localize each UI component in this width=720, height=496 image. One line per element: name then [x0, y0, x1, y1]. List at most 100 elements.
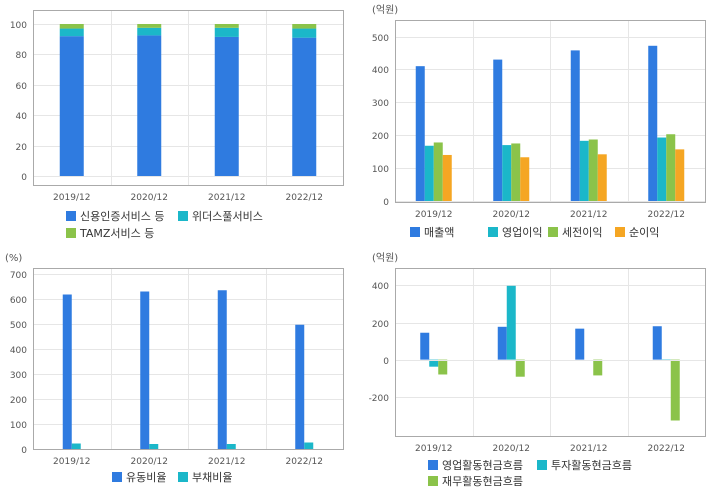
y-tick-label: 100: [372, 165, 389, 175]
y-tick-label: -200: [369, 394, 390, 404]
bar-3: [292, 24, 317, 29]
legend-label: 영업이익: [502, 226, 542, 239]
bar-2: [502, 145, 512, 201]
legend-label: 순이익: [629, 226, 659, 239]
legend-swatch: [428, 460, 438, 470]
bar-2: [506, 285, 516, 360]
legend-swatch: [537, 460, 547, 470]
legend-label: 위더스풀서비스: [192, 210, 263, 223]
x-tick-label: 2022/12: [286, 193, 323, 203]
x-tick-label: 2019/12: [415, 210, 452, 220]
legend-label: 재무활동현금흐름: [442, 474, 523, 488]
plot-frame: [395, 20, 706, 203]
y-tick-label: 700: [10, 271, 27, 281]
x-tick-label: 2021/12: [208, 193, 245, 203]
y-tick-label: 400: [10, 346, 27, 356]
bar-4: [520, 157, 530, 201]
y-tick-label: 0: [21, 173, 27, 183]
legend-swatch: [112, 472, 122, 482]
bar-1: [295, 324, 305, 449]
legend-swatch: [410, 227, 420, 237]
bar-2: [71, 443, 81, 449]
bar-2: [292, 28, 317, 38]
legend-label: 영업활동현금흐름: [442, 458, 523, 472]
bar-1: [570, 50, 580, 202]
y-tick-label: 500: [10, 321, 27, 331]
y-tick-label: 100: [10, 21, 27, 31]
bar-3: [59, 24, 84, 29]
unit-label: (억원): [372, 4, 398, 16]
bar-3: [438, 359, 448, 375]
legend-swatch: [178, 472, 188, 482]
y-tick-label: 200: [372, 320, 389, 330]
legend-label: 투자활동현금흐름: [551, 458, 632, 472]
bar-2: [429, 359, 439, 367]
bar-2: [579, 140, 589, 201]
y-tick-label: 0: [21, 446, 27, 456]
bar-1: [652, 326, 662, 360]
plot-frame: [395, 268, 706, 437]
y-tick-label: 600: [10, 296, 27, 306]
bar-1: [415, 66, 425, 201]
bar-3: [137, 24, 162, 28]
x-tick-label: 2021/12: [570, 210, 607, 220]
bar-1: [62, 294, 72, 449]
bar-3: [666, 134, 676, 201]
y-tick-label: 0: [383, 357, 389, 367]
bar-2: [304, 442, 314, 449]
bar-2: [424, 145, 434, 201]
bar-3: [214, 24, 239, 28]
legend-swatch: [178, 211, 188, 221]
cash-flow-chart: -200 0 200 400 (억원) 2019/12 2020/12 2021/12 2022…: [369, 252, 706, 488]
y-tick-label: 300: [372, 99, 389, 109]
y-tick-label: 200: [10, 396, 27, 406]
bar-1: [140, 291, 150, 449]
bar-3: [588, 139, 598, 201]
x-tick-label: 2020/12: [131, 193, 168, 203]
bar-4: [442, 154, 452, 201]
legend-swatch: [66, 211, 76, 221]
x-tick-label: 2020/12: [493, 210, 530, 220]
legend-label: 매출액: [424, 226, 454, 239]
bar-2: [661, 359, 671, 361]
y-tick-label: 40: [16, 112, 28, 122]
legend-label: 부채비율: [192, 471, 232, 484]
plot-frame: [33, 268, 344, 450]
x-tick-label: 2022/12: [286, 457, 323, 467]
bar-3: [593, 359, 603, 376]
unit-label: (억원): [372, 252, 398, 264]
y-tick-label: 80: [16, 51, 28, 61]
y-tick-label: 0: [383, 198, 389, 208]
y-tick-label: 500: [372, 34, 389, 44]
bar-4: [675, 149, 685, 201]
legend-swatch: [615, 227, 625, 237]
y-tick-label: 200: [372, 132, 389, 142]
x-tick-label: 2020/12: [131, 457, 168, 467]
legend-label: 유동비율: [126, 471, 166, 484]
legend-label: TAMZ서비스 등: [79, 227, 154, 240]
bar-1: [137, 35, 162, 177]
plot-frame: [33, 10, 344, 186]
bar-1: [575, 328, 585, 360]
bar-1: [420, 332, 430, 360]
bar-1: [648, 45, 658, 202]
bar-3: [511, 143, 521, 201]
bar-1: [497, 326, 507, 360]
y-tick-label: 400: [372, 66, 389, 76]
x-tick-label: 2022/12: [648, 210, 685, 220]
y-tick-label: 400: [372, 282, 389, 292]
bar-1: [59, 36, 84, 176]
y-tick-label: 20: [16, 143, 28, 153]
bar-2: [149, 444, 159, 449]
x-tick-label: 2019/12: [53, 457, 90, 467]
bar-1: [214, 36, 239, 176]
bar-4: [597, 154, 607, 201]
liquidity-ratio-chart: 0 100 200 300 400 500 600 700 (%) 2019/12 2020/12 2…: [5, 253, 344, 484]
bar-2: [137, 27, 162, 36]
revenue-composition-chart: 0 20 40 60 80 100 2019/12 2020/12 2021/12 2022/12…: [10, 10, 344, 240]
legend-swatch: [548, 227, 558, 237]
legend-swatch: [488, 227, 498, 237]
income-statement-chart: 0 100 200 300 400 500 (억원) 2019/12 2020/12 2021/1…: [372, 4, 706, 239]
bar-3: [515, 359, 525, 377]
